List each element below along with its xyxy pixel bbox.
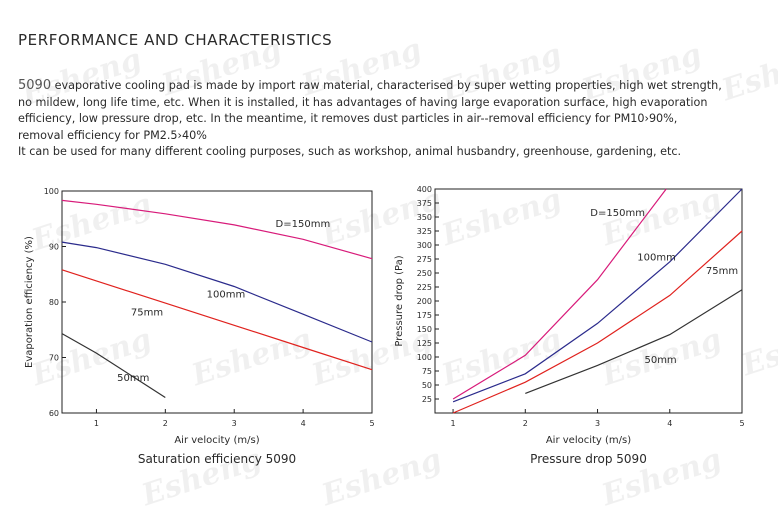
- series-line-d-150mm: [61, 199, 373, 260]
- series-label: 75mm: [706, 266, 738, 277]
- plot-frame: [434, 188, 743, 414]
- y-tick-label: 70: [49, 354, 59, 363]
- series-line-d-150mm: [452, 188, 667, 400]
- series-line-75mm: [452, 230, 743, 414]
- x-tick-label: 4: [667, 419, 672, 428]
- series-label: D=150mm: [590, 208, 645, 219]
- series-line-75mm: [61, 269, 373, 371]
- description-line-4: removal efficiency for PM2.5›40%: [18, 128, 207, 142]
- x-tick-label: 4: [301, 419, 306, 428]
- y-tick-label: 225: [417, 283, 432, 292]
- x-tick-label: 5: [369, 419, 374, 428]
- y-tick-label: 175: [417, 311, 432, 320]
- y-tick-label: 50: [422, 381, 432, 390]
- description-line-2: no mildew, long life time, etc. When it …: [18, 95, 708, 109]
- series-label: D=150mm: [276, 219, 331, 230]
- description-line-1: 5090 evaporative cooling pad is made by …: [18, 78, 722, 93]
- y-tick-label: 350: [417, 213, 432, 222]
- chart-caption: Pressure drop 5090: [530, 452, 647, 466]
- series-label: 100mm: [637, 253, 676, 264]
- x-tick-label: 1: [94, 419, 99, 428]
- x-tick-label: 3: [595, 419, 600, 428]
- y-tick-label: 300: [417, 241, 432, 250]
- series-line-100mm: [452, 188, 743, 403]
- chart-caption: Saturation efficiency 5090: [138, 452, 296, 466]
- y-tick-label: 375: [417, 199, 432, 208]
- chart-svg: 2550751001251501752002252502753003253503…: [394, 185, 745, 466]
- y-tick-label: 125: [417, 339, 432, 348]
- series-label: 50mm: [117, 373, 149, 384]
- product-description: 5090 evaporative cooling pad is made by …: [18, 78, 758, 161]
- description-line-5: It can be used for many different coolin…: [18, 145, 682, 159]
- x-axis-label: Air velocity (m/s): [546, 435, 631, 446]
- series-line-50mm: [61, 333, 166, 399]
- description-line-3: efficiency, low pressure drop, etc. In t…: [18, 112, 678, 126]
- page-heading: PERFORMANCE AND CHARACTERISTICS: [18, 31, 333, 49]
- x-tick-label: 3: [232, 419, 237, 428]
- x-tick-label: 2: [163, 419, 168, 428]
- y-tick-label: 275: [417, 255, 432, 264]
- y-tick-label: 25: [422, 395, 432, 404]
- chart-svg: 60 70 80 90 100 1 2 3 4 5 D=150mm 100mm 75mm 50mm Air …: [24, 187, 375, 466]
- series-label: 75mm: [131, 307, 163, 318]
- y-tick-label: 100: [44, 187, 59, 196]
- y-tick-label: 400: [417, 185, 432, 194]
- model-number: 5090: [18, 78, 52, 93]
- x-tick-label: 1: [451, 419, 456, 428]
- x-tick-label: 5: [739, 419, 744, 428]
- y-axis-label: Pressure drop (Pa): [394, 255, 405, 346]
- series-label: 50mm: [644, 355, 676, 366]
- y-tick-label: 250: [417, 269, 432, 278]
- x-tick-label: 2: [523, 419, 528, 428]
- saturation-efficiency-chart: 60 70 80 90 100 1 2 3 4 5 D=150mm 100mm 75mm 50mm Air …: [0, 183, 390, 473]
- y-tick-label: 325: [417, 227, 432, 236]
- series-line-50mm: [525, 289, 743, 394]
- y-tick-label: 200: [417, 297, 432, 306]
- y-tick-label: 80: [49, 298, 59, 307]
- x-axis-label: Air velocity (m/s): [174, 435, 259, 446]
- series-label: 100mm: [207, 290, 246, 301]
- y-tick-label: 150: [417, 325, 432, 334]
- y-tick-label: 75: [422, 367, 432, 376]
- y-tick-label: 90: [49, 243, 59, 252]
- y-axis-label: Evaporation efficiency (%): [24, 236, 35, 368]
- series-line-100mm: [61, 241, 373, 343]
- y-tick-label: 100: [417, 353, 432, 362]
- y-tick-label: 60: [49, 409, 59, 418]
- pressure-drop-chart: 25 50 75 100 125 150 175 200 225 250 275 300 325 350 3…: [390, 183, 778, 473]
